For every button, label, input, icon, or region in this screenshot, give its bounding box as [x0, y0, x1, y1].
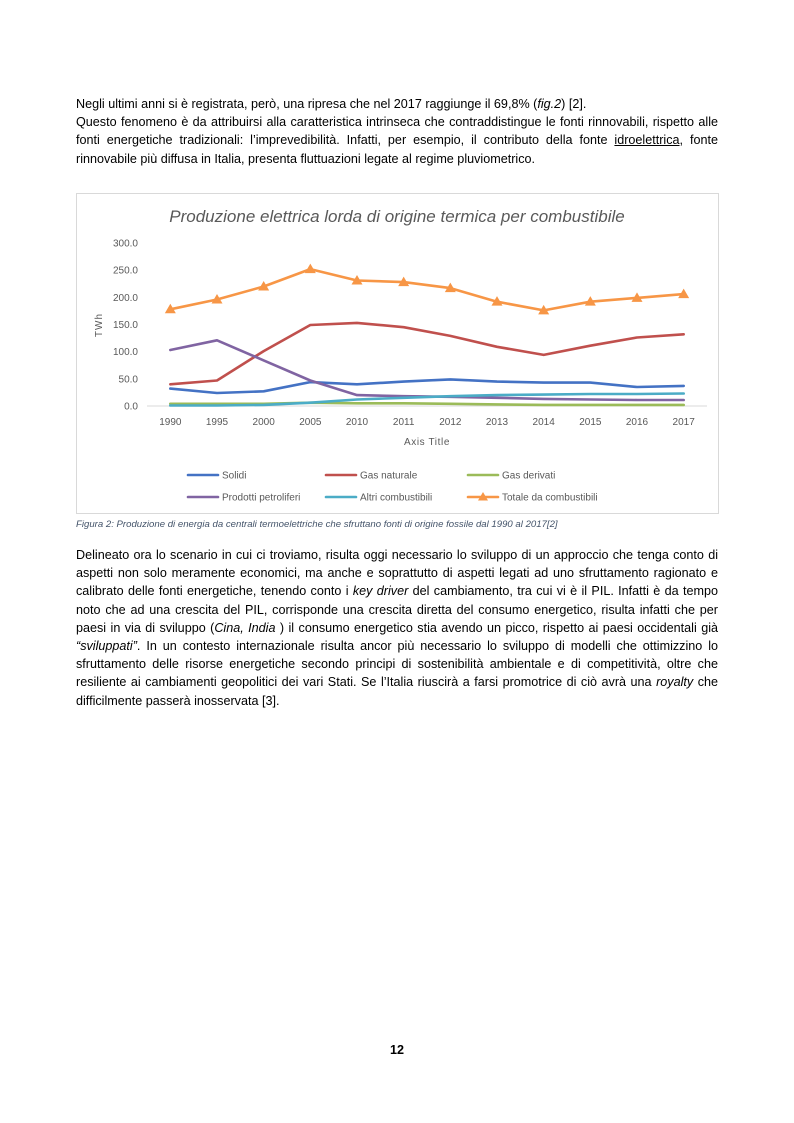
text-run: . In un contesto internazionale risulta …	[76, 639, 718, 690]
series-line	[169, 267, 686, 312]
figure-reference: fig.2	[537, 97, 562, 111]
line-chart: Produzione elettrica lorda di origine te…	[94, 207, 707, 504]
y-tick-label: 0.0	[124, 402, 138, 413]
data-point	[211, 294, 223, 304]
text-run: Negli ultimi anni si è registrata, però,…	[76, 97, 538, 111]
data-point	[444, 282, 456, 293]
italic-term: “sviluppati”	[76, 639, 137, 654]
chart-container: Produzione elettrica lorda di origine te…	[76, 193, 719, 514]
data-point	[351, 274, 363, 285]
x-tick-label: 1990	[159, 417, 182, 428]
y-tick-label: 250.0	[113, 266, 138, 277]
y-tick-label: 300.0	[113, 239, 138, 250]
text-run: del cambiamento, tra cui vi è il PIL. In…	[76, 584, 719, 635]
x-tick-label: 2014	[533, 417, 556, 428]
text-run: ) [2].	[561, 97, 587, 111]
italic-term: royalty	[656, 675, 694, 690]
legend-label: Altri combustibili	[360, 493, 432, 504]
data-point	[631, 292, 643, 302]
series-line	[169, 378, 686, 395]
chart-title: Produzione elettrica lorda di origine te…	[169, 207, 624, 226]
text-run: ) il consumo energetico stia avendo un p…	[275, 620, 718, 635]
paragraph-intro: Negli ultimi anni si è registrata, però,…	[76, 95, 718, 168]
italic-term: key driver	[352, 584, 409, 599]
legend-label: Solidi	[222, 471, 246, 482]
x-tick-label: 1995	[206, 417, 229, 428]
text-run: , fonte rinnovabile più diffusa in Itali…	[76, 133, 718, 166]
y-tick-label: 200.0	[113, 293, 138, 304]
y-tick-label: 150.0	[113, 320, 138, 331]
text-run: che difficilmente passerà inosservata [3…	[76, 675, 718, 708]
figure-caption: Figura 2: Produzione di energia da centr…	[76, 519, 558, 530]
data-point	[538, 304, 550, 315]
data-point	[398, 276, 410, 287]
paragraph-text: Delineato ora lo scenario in cui ci trov…	[76, 546, 718, 710]
x-tick-label: 2012	[439, 417, 462, 428]
text-run: Delineato ora lo scenario in cui ci trov…	[76, 548, 718, 599]
data-point	[304, 263, 316, 274]
page-number: 12	[389, 1043, 404, 1057]
legend-label: Totale da combustibili	[502, 493, 598, 504]
italic-term: Cina, India	[214, 620, 276, 635]
x-tick-label: 2005	[299, 417, 322, 428]
x-tick-label: 2010	[346, 417, 369, 428]
data-point	[164, 303, 176, 314]
series-line	[169, 392, 686, 407]
x-tick-label: 2011	[393, 417, 415, 428]
data-point	[258, 280, 270, 291]
y-tick-label: 50.0	[119, 374, 139, 385]
legend-label: Prodotti petroliferi	[222, 493, 300, 504]
paragraph-line-2: Questo fenomeno è da attribuirsi alla ca…	[76, 113, 718, 168]
x-tick-label: 2016	[626, 417, 649, 428]
x-axis-label: Axis Title	[404, 437, 450, 448]
legend-marker	[478, 492, 488, 501]
data-point	[678, 288, 690, 299]
x-tick-label: 2017	[673, 417, 696, 428]
x-tick-label: 2013	[486, 417, 509, 428]
x-tick-label: 2015	[579, 417, 602, 428]
y-axis-label: TWh	[94, 313, 105, 337]
x-tick-label: 2000	[253, 417, 276, 428]
legend-label: Gas derivati	[502, 471, 555, 482]
data-point	[584, 296, 596, 306]
paragraph-body: Delineato ora lo scenario in cui ci trov…	[76, 546, 718, 710]
legend-label: Gas naturale	[360, 471, 418, 482]
text-run: Questo fenomeno è da attribuirsi alla ca…	[76, 115, 718, 148]
data-point	[491, 296, 503, 306]
paragraph-line-1: Negli ultimi anni si è registrata, però,…	[76, 95, 718, 113]
y-tick-label: 100.0	[113, 347, 138, 358]
underlined-term: idroelettrica	[614, 133, 680, 148]
